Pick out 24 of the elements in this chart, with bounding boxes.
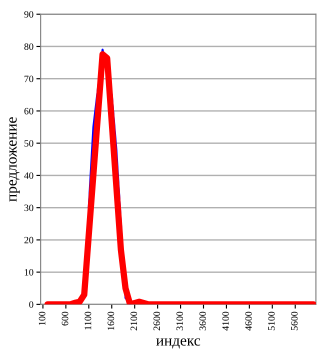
- y-tick-label: 90: [24, 11, 34, 18]
- x-tick-label: 4100: [222, 312, 229, 331]
- x-tick-label: 3100: [176, 312, 183, 330]
- x-tick-label: 600: [62, 312, 68, 326]
- x-tick-label: 100: [38, 312, 46, 326]
- x-tick-label: 2600: [153, 312, 160, 330]
- x-tick-label: 1100: [84, 312, 92, 330]
- x-axis-title: индекс: [156, 338, 200, 348]
- x-tick-label: 4600: [245, 312, 252, 331]
- y-tick-label: 10: [24, 269, 34, 276]
- y-tick-label: 50: [24, 140, 34, 147]
- y-tick-label: 20: [24, 236, 34, 244]
- y-tick-label: 80: [24, 43, 34, 50]
- y-axis-title: предложение: [9, 117, 20, 202]
- x-tick-label: 1600: [108, 312, 114, 330]
- x-tick-label: 2100: [130, 312, 138, 330]
- y-tick-label: 60: [24, 108, 34, 114]
- x-tick-label: 5100: [268, 312, 275, 330]
- y-tick-label: 30: [24, 204, 34, 212]
- x-tick-label: 5600: [291, 312, 298, 330]
- y-tick-label: 70: [24, 76, 34, 82]
- y-tick-label: 40: [24, 172, 34, 179]
- x-tick-label: 3600: [199, 312, 206, 330]
- y-tick-label: 0: [29, 301, 34, 308]
